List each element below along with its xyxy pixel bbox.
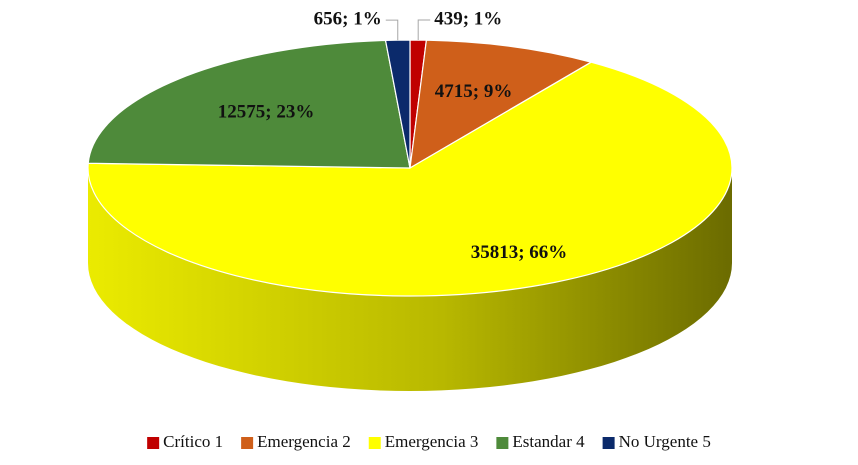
leader-line [385, 19, 399, 41]
legend-item: Emergencia 3 [368, 432, 479, 451]
data-label: 656; 1% [314, 8, 382, 29]
data-labels: 439; 1% 4715; 9% 35813; 66% 12575; 23% 656; … [218, 8, 567, 263]
data-label: 35813; 66% [471, 242, 568, 263]
legend-label: Emergencia 3 [385, 432, 479, 451]
legend-swatch [368, 437, 381, 449]
legend-swatch [602, 437, 615, 449]
pie-slice [409, 39, 592, 169]
pie-tops [87, 39, 733, 297]
pie-sides [88, 168, 732, 391]
data-label: 439; 1% [434, 8, 502, 29]
legend: Crítico 1 Emergencia 2 Emergencia 3 Estanda… [147, 432, 711, 451]
data-label: 4715; 9% [435, 81, 513, 102]
legend-label: Emergencia 2 [257, 432, 351, 451]
legend-item: Estandar 4 [496, 432, 585, 451]
legend-swatch [147, 437, 160, 449]
pie-slice [87, 39, 411, 169]
slice-side [88, 168, 732, 391]
pie-slice [384, 39, 411, 169]
legend-item: Emergencia 2 [241, 432, 351, 451]
legend-label: No Urgente 5 [619, 432, 711, 451]
legend-label: Estandar 4 [512, 432, 585, 451]
leader-line [417, 19, 431, 41]
legend-swatch [496, 437, 509, 449]
legend-swatch [241, 437, 254, 449]
pie-slice [87, 61, 733, 297]
legend-item: Crítico 1 [147, 432, 223, 451]
data-label: 12575; 23% [218, 101, 315, 122]
legend-item: No Urgente 5 [602, 432, 711, 451]
legend-label: Crítico 1 [163, 432, 223, 451]
